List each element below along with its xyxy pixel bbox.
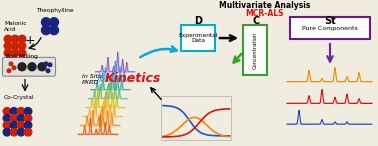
Circle shape	[18, 35, 26, 43]
Circle shape	[18, 49, 26, 57]
Text: Theophylline: Theophylline	[36, 8, 74, 13]
Text: Malonic
Acid: Malonic Acid	[4, 21, 26, 32]
Circle shape	[3, 121, 11, 129]
Circle shape	[3, 114, 11, 122]
Circle shape	[17, 128, 25, 136]
Text: Co-Crystal: Co-Crystal	[4, 95, 35, 100]
Text: Pure Components: Pure Components	[302, 26, 358, 31]
Circle shape	[7, 69, 11, 73]
Text: Kinetics: Kinetics	[105, 72, 161, 85]
Circle shape	[9, 62, 13, 66]
Circle shape	[11, 35, 19, 43]
Circle shape	[18, 63, 26, 71]
Circle shape	[11, 49, 19, 57]
Circle shape	[10, 128, 18, 136]
Circle shape	[4, 35, 12, 43]
Circle shape	[17, 114, 25, 122]
Circle shape	[4, 42, 12, 50]
Text: Ball Milling: Ball Milling	[6, 54, 38, 59]
Circle shape	[38, 63, 46, 71]
Circle shape	[50, 26, 59, 35]
Text: D: D	[194, 16, 202, 26]
Circle shape	[10, 121, 18, 129]
Circle shape	[28, 63, 36, 71]
Text: C: C	[253, 16, 260, 26]
Text: Experimental
Data: Experimental Data	[178, 33, 218, 44]
FancyBboxPatch shape	[3, 57, 56, 76]
Circle shape	[24, 128, 32, 136]
Text: MCR-ALS: MCR-ALS	[246, 9, 284, 18]
Circle shape	[10, 114, 18, 122]
Circle shape	[17, 108, 25, 115]
Circle shape	[24, 108, 32, 115]
Circle shape	[48, 63, 52, 67]
Circle shape	[4, 49, 12, 57]
FancyBboxPatch shape	[181, 25, 215, 51]
Circle shape	[10, 108, 18, 115]
Circle shape	[24, 114, 32, 122]
Circle shape	[17, 121, 25, 129]
Circle shape	[12, 66, 16, 69]
FancyBboxPatch shape	[243, 25, 267, 75]
Circle shape	[46, 69, 50, 73]
Text: +: +	[25, 34, 35, 47]
Text: Multivariate Analysis: Multivariate Analysis	[219, 1, 311, 10]
Circle shape	[3, 108, 11, 115]
Circle shape	[24, 121, 32, 129]
Text: Concentration: Concentration	[253, 31, 257, 69]
Circle shape	[42, 26, 51, 35]
Circle shape	[3, 128, 11, 136]
Text: In Situ
PXRD: In Situ PXRD	[82, 74, 102, 85]
Circle shape	[50, 18, 59, 27]
Circle shape	[11, 42, 19, 50]
Circle shape	[42, 18, 51, 27]
Circle shape	[18, 42, 26, 50]
Circle shape	[44, 62, 48, 66]
FancyBboxPatch shape	[290, 17, 370, 39]
Text: St: St	[324, 16, 336, 26]
